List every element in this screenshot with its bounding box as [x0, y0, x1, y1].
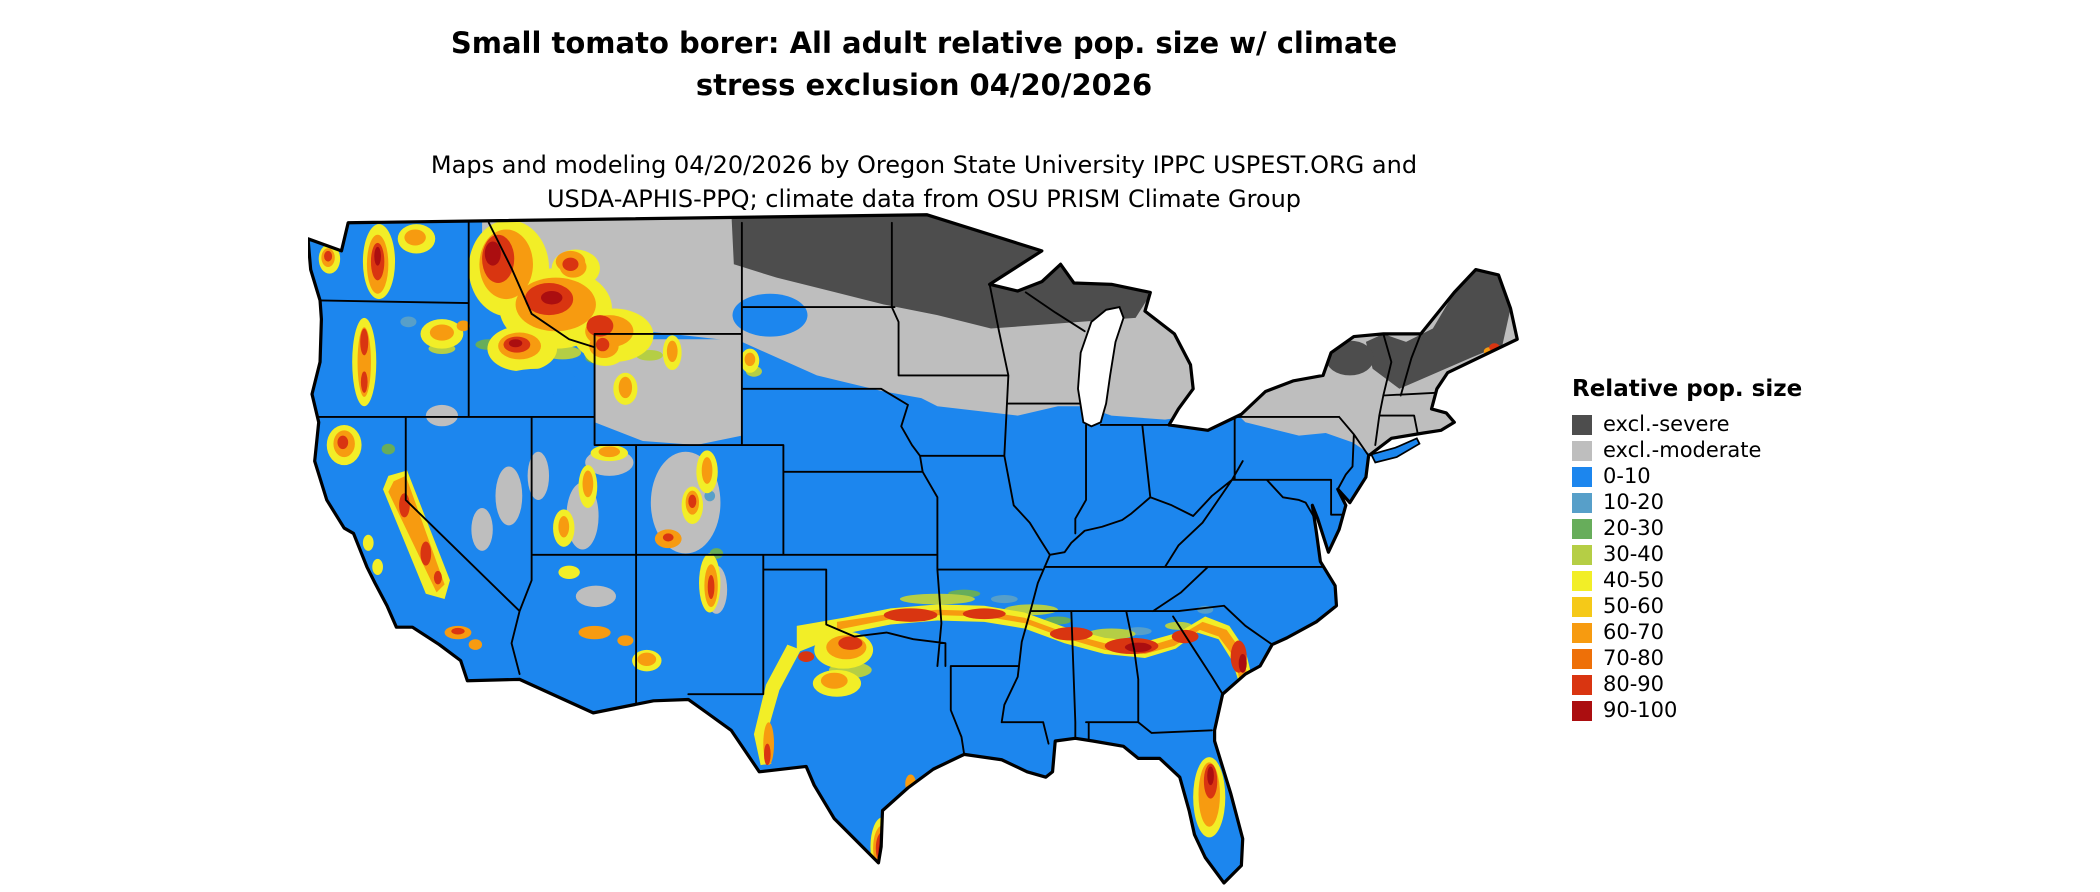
legend-item: 0-10	[1572, 466, 1802, 487]
legend-title: Relative pop. size	[1572, 376, 1803, 402]
legend: Relative pop. size excl.-severe excl.-mod…	[1572, 376, 1802, 726]
legend-item: 80-90	[1572, 674, 1802, 695]
legend-items: excl.-severe excl.-moderate 0-10 10-20 20-30…	[1572, 414, 1802, 721]
map-title-line1: Small tomato borer: All adult relative p…	[450, 26, 1398, 60]
legend-item: 50-60	[1572, 596, 1802, 617]
snake-plain-overlay	[498, 368, 579, 396]
legend-swatch-p30_40	[1572, 544, 1592, 565]
legend-label: 0-10	[1603, 464, 1651, 488]
legend-swatch-p90_100	[1572, 700, 1592, 721]
legend-label: 60-70	[1603, 620, 1665, 644]
legend-label: 40-50	[1603, 568, 1665, 592]
legend-swatch-excl_severe	[1572, 414, 1592, 435]
legend-label: 20-30	[1603, 516, 1665, 540]
legend-swatch-p0_10	[1572, 466, 1592, 487]
legend-label: 30-40	[1603, 542, 1665, 566]
legend-label: 70-80	[1603, 646, 1665, 670]
legend-item: 70-80	[1572, 648, 1802, 669]
legend-swatch-p80_90	[1572, 674, 1592, 695]
legend-swatch-p70_80	[1572, 648, 1592, 669]
legend-label: excl.-moderate	[1603, 438, 1762, 462]
legend-label: 10-20	[1603, 490, 1665, 514]
state-borders	[311, 221, 1437, 756]
legend-item: 60-70	[1572, 622, 1802, 643]
legend-item: excl.-moderate	[1572, 440, 1802, 461]
map-title-line2: stress exclusion 04/20/2026	[695, 68, 1153, 102]
legend-label: 80-90	[1603, 672, 1665, 696]
blue-inliers-layer	[732, 293, 808, 337]
legend-label: 90-100	[1603, 698, 1678, 722]
legend-label: excl.-severe	[1603, 412, 1730, 436]
legend-swatch-p60_70	[1572, 622, 1592, 643]
legend-item: 10-20	[1572, 492, 1802, 513]
legend-item: excl.-severe	[1572, 414, 1802, 435]
legend-item: 20-30	[1572, 518, 1802, 539]
legend-swatch-p50_60	[1572, 596, 1592, 617]
long-island	[1370, 437, 1421, 464]
legend-item: 40-50	[1572, 570, 1802, 591]
legend-swatch-p40_50	[1572, 570, 1592, 591]
legend-item: 90-100	[1572, 700, 1802, 721]
legend-label: 50-60	[1603, 594, 1665, 618]
map-subtitle: Maps and modeling 04/20/2026 by Oregon S…	[0, 148, 1848, 216]
us-choropleth-map	[308, 213, 1519, 885]
lake-michigan	[1077, 306, 1125, 428]
legend-swatch-excl_moderate	[1572, 440, 1592, 461]
legend-item: 30-40	[1572, 544, 1802, 565]
map-subtitle-line1: Maps and modeling 04/20/2026 by Oregon S…	[430, 151, 1418, 179]
legend-swatch-p10_20	[1572, 492, 1592, 513]
legend-swatch-p20_30	[1572, 518, 1592, 539]
map-title: Small tomato borer: All adult relative p…	[0, 22, 1848, 106]
map-subtitle-line2: USDA-APHIS-PPQ; climate data from OSU PR…	[546, 185, 1302, 213]
